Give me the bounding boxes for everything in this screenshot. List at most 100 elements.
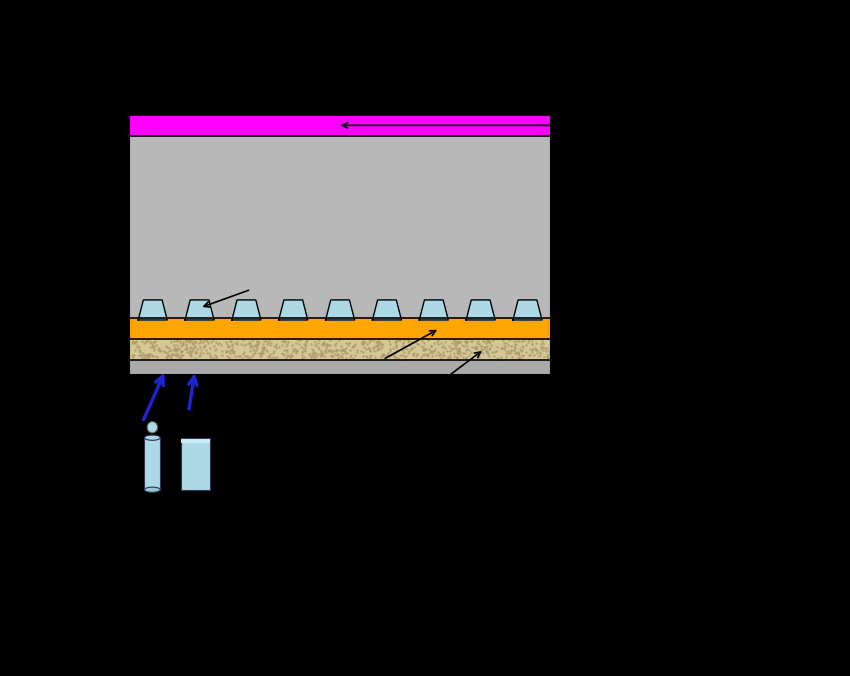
Point <box>458 353 472 364</box>
Point <box>209 352 223 363</box>
Bar <box>129 339 551 360</box>
Point <box>176 338 190 349</box>
Point <box>234 338 247 349</box>
Point <box>280 344 293 355</box>
Point <box>451 345 465 356</box>
Point <box>173 353 186 364</box>
Point <box>360 351 373 362</box>
Point <box>224 344 238 355</box>
Point <box>324 345 337 356</box>
Point <box>291 345 304 356</box>
Point <box>336 345 349 356</box>
Point <box>445 338 459 349</box>
Point <box>225 345 239 356</box>
Point <box>269 343 283 354</box>
Point <box>393 350 406 361</box>
Point <box>303 349 316 360</box>
Point <box>237 339 251 350</box>
Point <box>358 337 371 347</box>
Point <box>162 346 176 357</box>
Point <box>184 341 198 352</box>
Point <box>511 347 524 358</box>
Point <box>348 350 362 361</box>
Point <box>208 349 222 360</box>
Point <box>295 350 309 361</box>
Point <box>451 347 465 358</box>
Point <box>339 337 353 348</box>
Point <box>176 336 190 347</box>
Point <box>516 349 530 360</box>
Point <box>371 335 385 346</box>
Point <box>354 346 367 357</box>
Point <box>298 339 312 350</box>
Point <box>241 351 254 362</box>
Point <box>311 349 325 360</box>
Point <box>188 347 201 358</box>
Point <box>450 337 463 348</box>
Point <box>539 345 552 356</box>
Point <box>175 346 189 357</box>
Point <box>487 347 501 358</box>
Point <box>502 345 515 356</box>
Point <box>402 336 416 347</box>
Point <box>333 345 347 356</box>
Point <box>456 352 469 362</box>
Point <box>370 339 383 350</box>
Point <box>181 347 195 358</box>
Point <box>219 337 233 347</box>
Polygon shape <box>513 300 542 320</box>
Point <box>346 341 360 352</box>
Point <box>337 344 350 355</box>
Point <box>252 347 265 358</box>
Point <box>370 340 383 351</box>
Point <box>483 337 496 347</box>
Point <box>134 349 148 360</box>
Point <box>169 348 183 359</box>
Point <box>172 349 185 360</box>
Point <box>447 350 461 361</box>
Point <box>212 337 225 348</box>
Point <box>209 337 223 347</box>
Point <box>403 339 416 349</box>
Point <box>246 343 260 354</box>
Point <box>305 343 319 354</box>
Point <box>164 337 178 347</box>
Point <box>164 345 178 356</box>
Point <box>521 337 535 347</box>
Point <box>377 349 390 360</box>
Point <box>368 352 382 362</box>
Point <box>314 348 327 359</box>
Point <box>222 353 235 364</box>
Point <box>472 352 485 362</box>
Point <box>348 338 362 349</box>
Point <box>370 337 383 347</box>
Point <box>375 341 388 352</box>
Point <box>512 335 525 346</box>
Point <box>371 344 384 355</box>
Point <box>487 351 501 362</box>
Point <box>335 344 348 355</box>
Point <box>512 352 525 363</box>
Point <box>405 343 418 354</box>
Point <box>157 345 171 356</box>
Point <box>388 348 402 359</box>
Point <box>484 346 498 357</box>
Point <box>144 337 158 347</box>
Point <box>457 341 471 352</box>
Point <box>160 347 173 358</box>
Point <box>363 335 377 345</box>
Point <box>541 349 555 360</box>
Point <box>522 335 536 345</box>
Point <box>409 337 422 348</box>
Point <box>268 352 281 363</box>
Point <box>218 347 232 358</box>
Point <box>309 339 323 350</box>
Point <box>171 343 184 354</box>
Point <box>418 343 432 354</box>
Point <box>405 337 418 347</box>
Point <box>147 345 161 356</box>
Point <box>417 343 431 354</box>
Ellipse shape <box>144 487 161 492</box>
Point <box>149 335 162 346</box>
Point <box>330 345 343 356</box>
